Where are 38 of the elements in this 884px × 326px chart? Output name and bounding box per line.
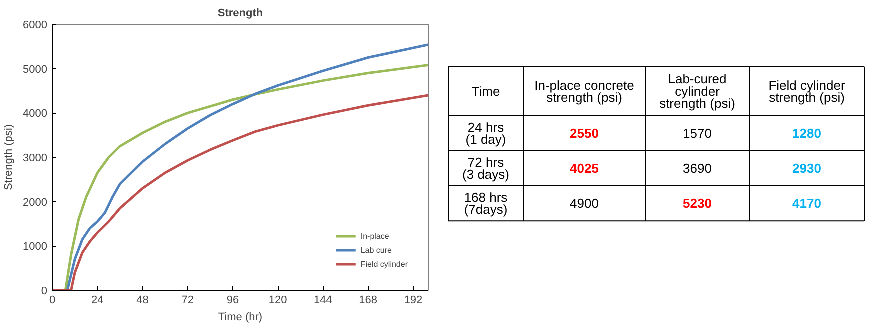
y-axis-title: Strength (psi)	[3, 124, 16, 191]
text: 2930	[792, 161, 822, 176]
y-tick-label: 3000	[23, 152, 48, 164]
x-tick-label: 192	[404, 294, 423, 306]
x-axis-title: Time (hr)	[218, 312, 263, 324]
text: 1570	[683, 126, 712, 141]
text: 4170	[792, 196, 822, 212]
category-label: Time	[472, 84, 500, 99]
y-tick-label: 2000	[23, 196, 48, 209]
x-tick-label: 72	[182, 294, 194, 306]
text: 168 hrs (7days)	[464, 190, 508, 218]
category-label: Field cylinder strength (psi)	[768, 78, 846, 106]
y-tick-label: 0	[41, 286, 48, 298]
text: 4900	[570, 196, 599, 212]
category-label: In-place concrete strength (psi)	[534, 78, 634, 106]
y-tick-label: 5000	[23, 64, 48, 76]
text: 24 hrs (1 day)	[466, 120, 506, 148]
x-tick-label: 0	[49, 294, 56, 306]
x-tick-label: 96	[226, 294, 240, 306]
legend-label: In-place	[360, 230, 390, 242]
legend-label: Field cylinder	[360, 258, 408, 270]
text: 3690	[683, 161, 712, 176]
x-tick-label: 168	[359, 294, 378, 306]
text: 4025	[570, 161, 599, 176]
category-label: Lab-cured cylinder strength (psi)	[660, 72, 736, 112]
text: 1280	[792, 126, 822, 141]
y-tick-label: 1000	[23, 241, 48, 254]
text: 2550	[570, 126, 599, 141]
chart-title: Strength	[218, 8, 264, 20]
y-tick-label: 6000	[23, 20, 48, 32]
x-tick-label: 120	[268, 294, 288, 306]
x-tick-label: 48	[136, 294, 149, 306]
text: 5230	[683, 196, 712, 212]
y-tick-label: 4000	[23, 108, 48, 120]
text: 72 hrs (3 days)	[462, 154, 510, 182]
x-tick-label: 144	[314, 294, 332, 306]
x-tick-label: 24	[92, 294, 104, 306]
legend-label: Lab cure	[360, 244, 392, 256]
